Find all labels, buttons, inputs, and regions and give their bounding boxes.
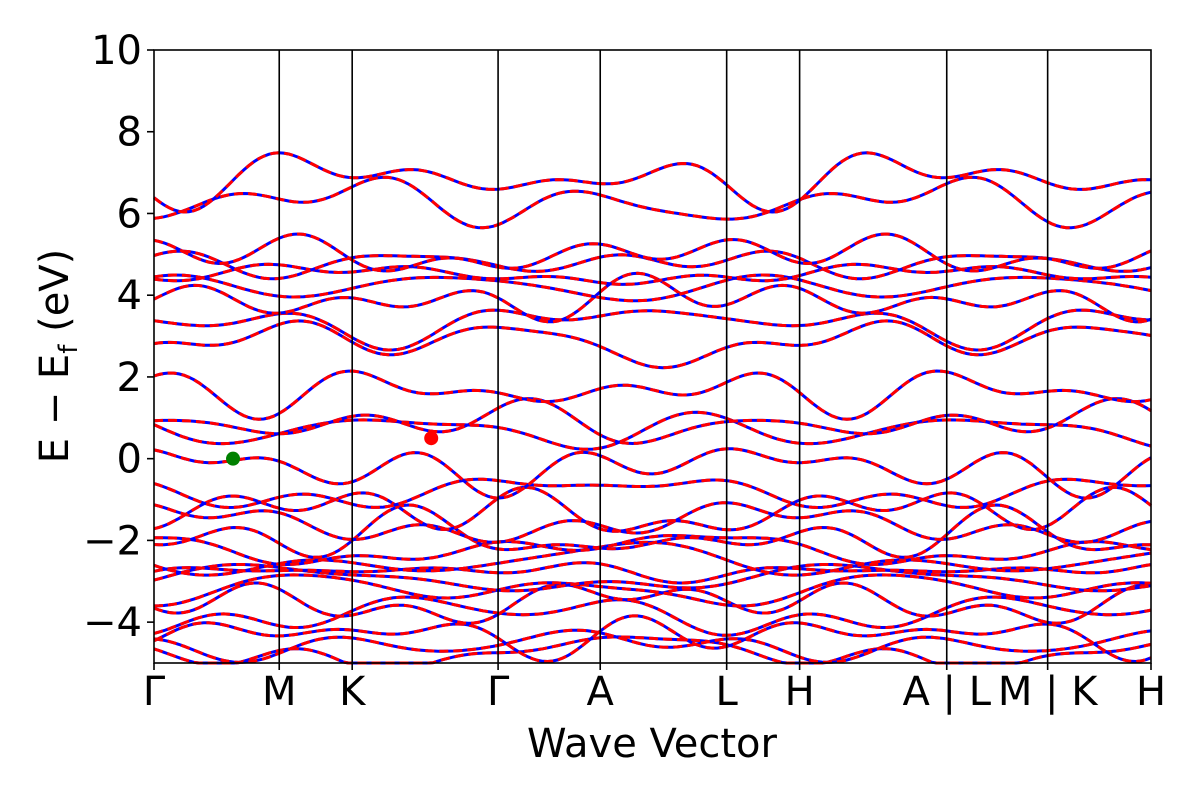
y-axis-label-sub: f [54,344,84,354]
x-tick-label: A [587,669,615,715]
band-spin-down [153,614,1152,664]
cbm-marker [424,431,439,446]
x-tick-label: H [1136,669,1166,715]
y-tick-label: 0 [117,437,142,483]
kpoint-lines [278,50,1049,663]
band-spin-down [153,397,1152,446]
band-spin-down [153,581,1151,625]
y-axis-label: E − Ef (eV) [32,249,84,464]
band-spin-up [153,308,1152,352]
y-axis-ticks: −4 −2 0 2 4 6 8 10 [83,28,154,646]
band-spin-down [153,175,1152,230]
band-spin-down [153,573,1152,608]
x-tick-label: M [262,669,297,715]
x-tick-label: Γ [487,669,510,715]
x-tick-label: K [339,669,367,715]
band-spin-down [153,273,1152,303]
y-tick-label: 10 [91,28,142,74]
band-spin-down [153,477,1152,510]
y-tick-label: 6 [117,191,142,237]
band-spin-up [153,397,1152,446]
band-spin-down [153,151,1152,214]
y-axis-label-main: E − E [32,354,78,464]
band-spin-down [153,271,1152,324]
band-spin-down [153,262,1152,286]
band-edge-markers [226,431,439,466]
band-spin-down [153,447,1152,500]
x-tick-label: A | L [902,669,991,715]
band-spin-down [153,628,1152,664]
y-tick-label: 8 [117,110,142,156]
bands-group [153,151,1152,665]
x-tick-label: Γ [143,669,166,715]
band-spin-down [153,319,1152,370]
y-tick-label: −2 [83,518,142,564]
band-spin-down [153,563,1152,593]
band-spin-down [153,308,1152,352]
x-tick-label: M | K [998,669,1099,715]
vbm-marker [226,451,241,466]
x-axis-label: Wave Vector [527,721,778,767]
y-axis-label-unit: (eV) [32,249,78,345]
x-tick-label: H [785,669,815,715]
y-tick-label: 2 [117,355,142,401]
band-spin-down [153,369,1152,421]
plot-frame [153,49,1152,664]
band-spin-up [153,561,1152,585]
x-tick-label: L [716,669,739,715]
band-spin-down [153,232,1152,273]
band-spin-down [153,485,1152,533]
y-tick-label: 4 [117,273,142,319]
band-spin-down [154,533,1152,566]
band-spin-down [153,503,1151,559]
band-spin-down [153,501,1152,544]
band-spin-down [153,595,1152,637]
y-tick-label: −4 [83,600,142,646]
